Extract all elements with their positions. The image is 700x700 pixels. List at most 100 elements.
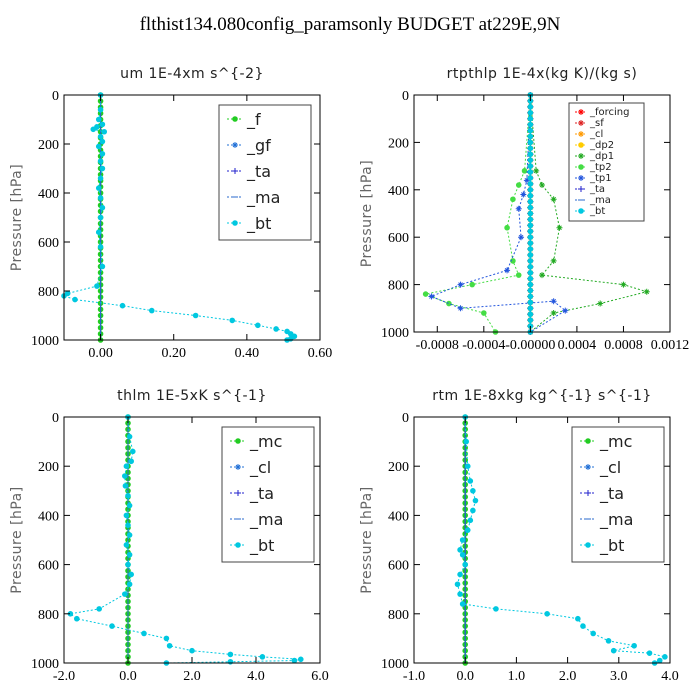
data-point [457, 281, 464, 288]
data-point [533, 167, 540, 174]
y-tick-label: 1000 [31, 334, 59, 349]
data-point [470, 507, 476, 514]
legend: _mc _cl _ta _ma _bt [221, 426, 315, 563]
data-point [527, 264, 534, 270]
x-tick-label: 2.0 [559, 669, 577, 684]
legend-label: _tp1 [589, 173, 612, 184]
data-point [454, 581, 461, 588]
legend-marker [235, 464, 241, 470]
data-point [126, 551, 133, 558]
data-point [527, 287, 534, 294]
legend-label: _bt [599, 536, 624, 556]
y-tick-label: 1000 [381, 657, 409, 672]
series-group [454, 414, 668, 666]
legend-marker [578, 164, 584, 170]
data-point [298, 656, 304, 663]
legend-label: _tp2 [589, 162, 612, 173]
y-tick-label: 0 [52, 89, 59, 104]
data-point [527, 269, 534, 276]
data-point [493, 606, 499, 612]
legend-marker [578, 131, 584, 137]
data-point [97, 175, 104, 182]
y-tick-label: 400 [38, 509, 59, 524]
data-point [527, 133, 534, 140]
data-point [527, 198, 534, 205]
y-tick-label: 200 [388, 136, 409, 151]
data-point [550, 257, 557, 264]
legend-label: _ta [246, 162, 271, 182]
data-point [580, 623, 586, 629]
legend-label: _mc [599, 432, 632, 452]
data-point [539, 182, 545, 189]
x-tick-label: 1.0 [508, 669, 526, 684]
data-point [446, 300, 452, 307]
y-tick-label: 600 [388, 231, 409, 246]
x-tick-label: 4.0 [661, 669, 679, 684]
data-point [189, 647, 195, 654]
data-point [527, 151, 534, 158]
legend: _f _gf _ta _ma _bt [218, 104, 312, 241]
x-tick-label: 0.60 [308, 346, 333, 361]
data-point [467, 478, 474, 484]
data-point [527, 293, 534, 300]
data-point [462, 561, 469, 568]
legend-label: _ma [246, 188, 280, 208]
x-tick-label: 0.20 [161, 346, 186, 361]
y-axis-label: Pressure [hPa] [359, 486, 375, 593]
x-tick-label: 3.0 [610, 669, 628, 684]
legend-box [221, 426, 315, 563]
legend-marker [232, 142, 238, 148]
y-tick-label: 600 [388, 559, 409, 574]
legend-label: _dp1 [589, 151, 614, 162]
data-point [470, 488, 476, 494]
data-point [527, 181, 534, 187]
data-point [95, 185, 102, 191]
data-point [504, 267, 511, 274]
legend-label: _gf [246, 136, 271, 156]
data-point [518, 234, 525, 241]
data-point [544, 611, 550, 617]
data-point [273, 326, 279, 332]
data-point [520, 191, 527, 198]
data-point [481, 310, 487, 316]
legend-marker [585, 438, 591, 444]
data-point [527, 240, 534, 246]
data-point [527, 157, 534, 163]
data-point [457, 547, 463, 553]
legend-box [218, 104, 312, 241]
data-point [97, 133, 104, 140]
series-line-tp2 [423, 94, 531, 333]
y-tick-label: 800 [38, 285, 59, 300]
data-point [457, 571, 463, 578]
data-point [527, 311, 534, 318]
page-title: flthist134.080config_paramsonly BUDGET a… [139, 14, 561, 35]
data-point [515, 182, 522, 188]
y-tick-label: 800 [388, 279, 409, 294]
data-point [141, 630, 147, 637]
plot-frame [413, 416, 671, 664]
x-tick-label: 0.0 [456, 669, 474, 684]
data-point [662, 654, 668, 660]
y-tick-label: 1000 [31, 657, 59, 672]
data-point [459, 537, 466, 543]
series-group [67, 414, 304, 666]
data-point [575, 615, 581, 622]
data-point [527, 192, 534, 199]
y-tick-label: 400 [38, 187, 59, 202]
legend-label: _f [246, 110, 261, 130]
data-point [527, 281, 534, 288]
y-axis-label: Pressure [hPa] [9, 486, 25, 593]
plot-frame [413, 94, 671, 333]
data-point [527, 163, 534, 169]
legend-label: _cl [589, 129, 603, 140]
data-point [126, 502, 133, 509]
data-point [457, 591, 463, 597]
data-point [515, 205, 522, 212]
x-tick-label: 0.00 [88, 346, 113, 361]
x-tick-label: 2.0 [183, 669, 201, 684]
data-point [527, 252, 534, 258]
data-point [291, 333, 298, 340]
data-point [527, 234, 534, 240]
data-point [123, 512, 130, 519]
data-point [527, 121, 534, 128]
